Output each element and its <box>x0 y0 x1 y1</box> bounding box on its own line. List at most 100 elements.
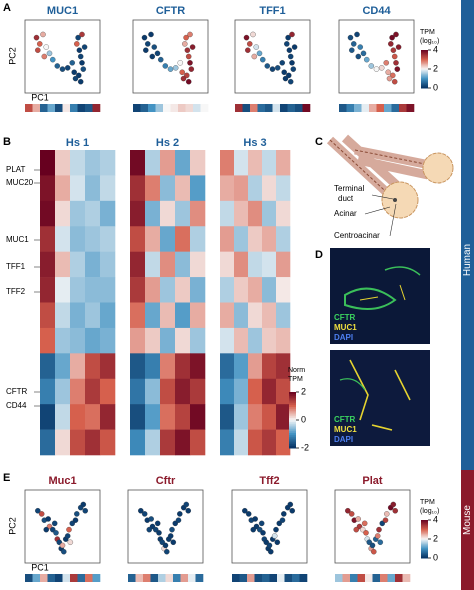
heatmap-cell <box>276 429 291 456</box>
heatmap-cell <box>190 353 206 380</box>
colorbar-segment <box>289 444 296 447</box>
heatmap-cell <box>40 327 56 354</box>
heatmap-cell <box>248 378 263 405</box>
colorbar-segment <box>421 544 428 546</box>
panel-label: D <box>315 249 323 261</box>
heatmap-cell <box>248 175 263 202</box>
gene-label: MUC20 <box>6 178 34 187</box>
colorbar-segment <box>421 525 428 527</box>
cell-point <box>188 66 195 72</box>
pc1-strip-cell <box>406 104 415 112</box>
heatmap-cell <box>234 404 249 430</box>
colorbar-segment <box>421 545 428 548</box>
heatmap-cell <box>40 251 56 278</box>
heatmap-cell <box>220 226 235 252</box>
heatmap-cell <box>248 302 263 329</box>
heatmap-cell <box>145 251 161 278</box>
cell-point <box>245 511 252 517</box>
pc1-strip-cell <box>62 104 71 112</box>
pc1-strip-cell <box>200 104 209 112</box>
pc1-strip-cell <box>299 574 308 582</box>
colorbar-segment <box>289 427 296 430</box>
pc1-strip-cell <box>25 574 33 582</box>
cell-point <box>389 34 395 41</box>
cell-point <box>355 53 362 60</box>
pc1-strip-cell <box>135 574 144 582</box>
colorbar-segment <box>289 408 296 412</box>
cell-point <box>185 78 192 85</box>
cell-point <box>177 60 183 66</box>
heatmap-cell <box>100 150 116 176</box>
colorbar-segment <box>421 551 428 554</box>
heatmap-cell <box>234 302 249 329</box>
cell-point <box>259 56 266 63</box>
heatmap-cell <box>85 302 101 329</box>
heatmap-cell <box>130 277 146 303</box>
heatmap-cell <box>85 200 101 227</box>
plot-frame <box>24 19 101 94</box>
colorbar-segment <box>289 420 296 423</box>
axis-label: PC2 <box>7 517 17 535</box>
heatmap-cell <box>248 200 263 227</box>
pc1-strip-cell <box>284 574 293 582</box>
heatmap-cell <box>234 175 249 202</box>
heatmap-cell <box>175 353 191 380</box>
cell-point <box>59 66 66 72</box>
cell-point <box>360 50 367 57</box>
cell-point <box>282 75 289 82</box>
heatmap-cell <box>220 302 235 329</box>
heatmap-cell <box>70 353 86 380</box>
cell-point <box>164 548 170 555</box>
mouse-label: Mouse <box>462 505 473 535</box>
pc1-strip-cell <box>173 574 181 582</box>
colorbar-segment <box>421 528 428 531</box>
cell-point <box>287 53 294 60</box>
pc1-strip-cell <box>346 104 355 112</box>
cell-point <box>266 542 273 549</box>
heatmap-cell <box>234 226 249 252</box>
pc1-strip-cell <box>47 104 56 112</box>
heatmap-cell <box>220 404 235 430</box>
colorbar-segment <box>289 442 296 445</box>
heatmap-cell <box>100 226 116 252</box>
heatmap-cell <box>145 150 161 176</box>
heatmap-cell <box>234 277 249 303</box>
cell-point <box>43 44 50 50</box>
colorbar-segment <box>421 549 428 551</box>
cell-point <box>354 31 360 38</box>
human-label: Human <box>462 244 473 276</box>
cell-point <box>287 78 294 85</box>
heatmap-cell <box>130 150 146 176</box>
cell-point <box>72 75 79 82</box>
heatmap-cell <box>85 404 101 430</box>
pc1-strip-cell <box>92 104 101 112</box>
stain-label: DAPI <box>334 333 353 342</box>
pc1-strip-cell <box>163 104 171 112</box>
heatmap-cell <box>190 200 206 227</box>
heatmap-cell <box>262 327 277 354</box>
heatmap-cell <box>85 277 101 303</box>
cell-point <box>43 526 50 533</box>
heatmap-cell <box>262 378 277 405</box>
pc1-strip-cell <box>235 104 243 112</box>
cell-point <box>59 542 66 549</box>
heatmap-cell <box>175 429 191 456</box>
cell-point <box>368 63 375 69</box>
heatmap-cell <box>248 251 263 278</box>
colorbar-tick-label: 4 <box>433 514 438 524</box>
heatmap-cell <box>190 251 206 278</box>
micrograph <box>330 248 430 446</box>
cell-point <box>175 517 182 523</box>
heatmap-cell <box>190 175 206 202</box>
heatmap-cell <box>276 327 291 354</box>
heatmap-cell <box>160 302 176 329</box>
colorbar-segment <box>289 446 296 449</box>
heatmap-cell <box>248 429 263 456</box>
plot-frame <box>24 489 101 564</box>
heatmap-cell <box>145 226 161 252</box>
heatmap-cell <box>100 200 116 227</box>
heatmap-cell <box>276 175 291 202</box>
cell-point <box>382 517 389 523</box>
colorbar-segment <box>289 393 296 397</box>
cell-point <box>345 507 351 514</box>
